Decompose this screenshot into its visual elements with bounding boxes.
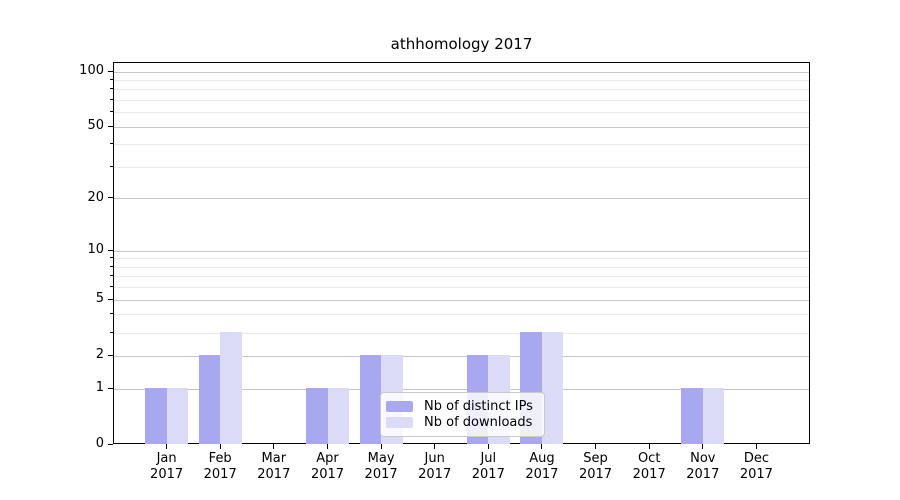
gridline-minor — [114, 314, 809, 316]
x-axis-tick — [219, 444, 221, 449]
x-axis-tick — [541, 444, 543, 449]
legend-item-downloads: Nb of downloads — [386, 415, 537, 430]
legend-label: Nb of distinct IPs — [424, 399, 533, 414]
y-axis-tick-minor — [110, 166, 113, 167]
bar-downloads-feb — [220, 332, 242, 444]
x-axis-tick-label: Jun 2017 — [418, 451, 452, 482]
legend-swatch-distinct-ips-icon — [386, 401, 413, 412]
y-axis-tick-minor — [110, 257, 113, 259]
gridline-minor — [114, 258, 809, 260]
x-axis-tick-label: Sep 2017 — [578, 451, 613, 482]
bar-distinct-ips-jan — [145, 388, 167, 444]
y-axis-tick — [108, 443, 113, 445]
y-axis-tick-minor — [110, 143, 113, 145]
gridline-major — [114, 299, 809, 301]
y-axis-tick-minor — [110, 313, 113, 315]
legend-swatch-downloads-icon — [386, 417, 413, 428]
bar-downloads-apr — [327, 388, 349, 444]
plot-area — [113, 62, 810, 444]
gridline-minor — [114, 266, 809, 268]
bar-downloads-aug — [541, 332, 564, 444]
y-axis-tick-label: 5 — [95, 291, 104, 307]
x-axis-tick-label: Apr 2017 — [310, 451, 345, 482]
y-axis-tick-minor — [110, 265, 113, 267]
gridline-minor — [114, 112, 809, 114]
y-axis-tick-minor — [110, 99, 113, 100]
gridline-major — [114, 388, 809, 390]
x-axis-tick — [487, 444, 489, 449]
y-axis-tick — [108, 125, 113, 127]
y-axis-tick-label: 0 — [95, 436, 104, 451]
y-axis-tick — [108, 197, 113, 199]
x-axis-tick — [327, 444, 328, 449]
gridline-minor — [114, 89, 809, 91]
legend-label: Nb of downloads — [424, 415, 533, 430]
gridline-major — [114, 355, 809, 357]
bar-downloads-jan — [166, 388, 189, 444]
x-axis-tick — [595, 444, 596, 449]
x-axis-tick-label: Nov 2017 — [686, 451, 720, 482]
y-axis-tick-label: 1 — [95, 380, 104, 395]
legend: Nb of distinct IPs Nb of downloads — [380, 392, 545, 437]
x-axis-tick-label: May 2017 — [364, 451, 398, 482]
gridline-minor — [114, 287, 809, 289]
x-axis-tick — [434, 444, 436, 449]
x-axis-tick-label: Jul 2017 — [471, 451, 505, 482]
gridline-major — [114, 71, 809, 73]
gridline-minor — [114, 100, 809, 101]
x-axis-tick-label: Feb 2017 — [203, 451, 237, 482]
y-axis-tick-label: 100 — [79, 63, 104, 78]
y-axis-tick-minor — [110, 78, 113, 80]
x-axis-tick-label: Aug 2017 — [525, 451, 559, 482]
gridline-minor — [114, 332, 809, 334]
gridline-minor — [114, 144, 809, 146]
bar-downloads-nov — [702, 388, 725, 444]
gridline-minor — [114, 167, 809, 168]
x-axis-tick — [755, 444, 757, 449]
bar-distinct-ips-feb — [198, 355, 221, 444]
x-axis-tick-label: Dec 2017 — [739, 451, 773, 482]
gridline-minor — [114, 79, 809, 81]
y-axis-tick-minor — [110, 286, 113, 288]
y-axis-tick — [108, 70, 113, 72]
y-axis-tick-label: 20 — [87, 189, 104, 205]
gridline-minor — [114, 276, 809, 278]
y-axis-tick — [108, 249, 113, 251]
x-axis-tick-label: Jan 2017 — [150, 451, 184, 482]
y-axis-tick-label: 2 — [95, 347, 104, 363]
y-axis-tick-minor — [110, 275, 113, 277]
x-axis-tick-label: Oct 2017 — [632, 451, 666, 482]
y-axis-tick-minor — [110, 111, 113, 113]
y-axis-tick — [108, 298, 113, 300]
bar-distinct-ips-nov — [681, 388, 703, 444]
legend-item-distinct-ips: Nb of distinct IPs — [386, 399, 537, 414]
y-axis-tick — [108, 354, 113, 356]
bar-distinct-ips-may — [359, 355, 382, 444]
gridline-major — [114, 198, 809, 200]
x-axis-tick — [273, 444, 275, 449]
x-axis-tick — [702, 444, 704, 449]
x-axis-tick — [380, 444, 382, 449]
y-axis-tick-minor — [110, 88, 113, 90]
bar-distinct-ips-apr — [306, 388, 328, 444]
x-axis-tick — [166, 444, 168, 449]
gridline-major — [114, 126, 809, 128]
y-axis-tick-label: 10 — [87, 242, 104, 258]
y-axis-tick-label: 50 — [87, 118, 104, 134]
gridline-major — [114, 250, 809, 252]
y-axis-tick — [108, 387, 113, 389]
x-axis-tick-label: Mar 2017 — [257, 451, 291, 482]
x-axis-tick — [648, 444, 650, 449]
chart-title: athhomology 2017 — [390, 35, 533, 53]
y-axis-tick-minor — [110, 331, 113, 333]
